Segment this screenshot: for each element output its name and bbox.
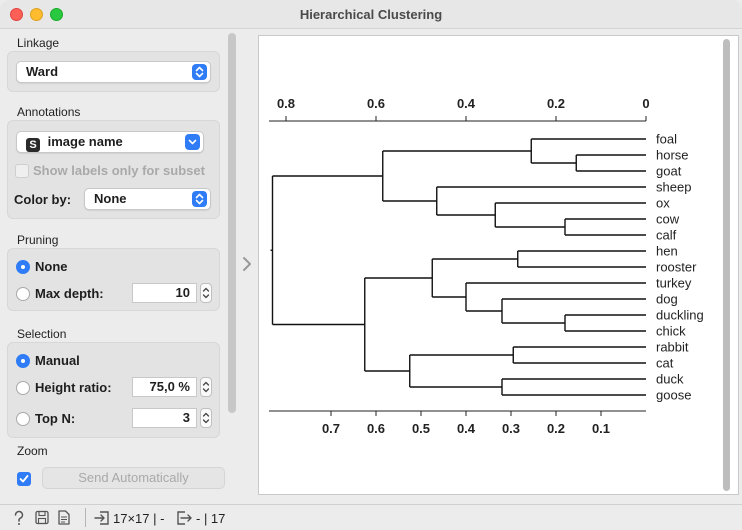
leaf-label: goose	[656, 388, 691, 403]
stepper-arrows-icon	[202, 381, 210, 393]
color-by-label: Color by:	[14, 192, 72, 207]
string-variable-icon: S	[26, 138, 40, 152]
top-axis-tick-label: 0	[642, 96, 649, 111]
dendrogram-svg: 0.8 0.6 0.4 0.2 0 0.7 0.6 0.5 0.4 0.3 0.2 0.1 foalho…	[269, 96, 704, 436]
pruning-box: None Max depth: 10	[7, 248, 220, 311]
output-icon	[176, 510, 192, 529]
leaf-label: foal	[656, 132, 677, 147]
show-subset-checkbox[interactable]	[15, 164, 29, 178]
bottom-axis-tick-label: 0.7	[322, 421, 340, 436]
top-n-spinbox[interactable]: 3	[132, 408, 197, 428]
height-ratio-stepper[interactable]	[200, 377, 212, 397]
show-subset-label: Show labels only for subset	[33, 163, 205, 178]
input-icon	[94, 510, 110, 529]
max-depth-stepper[interactable]	[200, 283, 212, 303]
bottom-axis-tick-label: 0.4	[457, 421, 476, 436]
title-bar: Hierarchical Clustering	[0, 0, 742, 29]
top-n-label: Top N:	[35, 411, 76, 426]
top-n-stepper[interactable]	[200, 408, 212, 428]
pruning-section-label: Pruning	[17, 233, 59, 247]
leaf-label: sheep	[656, 180, 691, 195]
height-ratio-label: Height ratio:	[35, 380, 112, 395]
maximize-window-button[interactable]	[50, 8, 63, 21]
leaf-label: cat	[656, 356, 674, 371]
color-by-combo-value: None	[94, 191, 127, 206]
leaf-label: horse	[656, 148, 689, 163]
top-axis-tick-label: 0.6	[367, 96, 385, 111]
stepper-arrows-icon	[202, 287, 210, 299]
top-n-radio[interactable]	[16, 412, 30, 426]
leaf-label: rooster	[656, 260, 697, 275]
linkage-section-label: Linkage	[17, 36, 60, 50]
bottom-axis-tick-label: 0.6	[367, 421, 385, 436]
annotation-combo-value: image name	[47, 134, 123, 149]
pruning-none-label: None	[35, 259, 68, 274]
selection-box: Manual Height ratio: 75,0 % Top N: 3	[7, 342, 220, 438]
leaf-label: duck	[656, 372, 684, 387]
leaf-label: chick	[656, 324, 686, 339]
status-separator	[85, 508, 86, 527]
color-by-combo[interactable]: None	[84, 188, 211, 210]
leaf-label: cow	[656, 212, 680, 227]
input-summary: 17×17 | -	[113, 511, 165, 526]
help-icon[interactable]	[12, 510, 26, 529]
control-panel: Linkage Ward Annotations S image name Sh…	[0, 30, 226, 458]
output-summary: - | 17	[196, 511, 226, 526]
bottom-axis-tick-label: 0.5	[412, 421, 430, 436]
leaf-label: dog	[656, 292, 678, 307]
max-depth-spinbox[interactable]: 10	[132, 283, 197, 303]
selection-manual-label: Manual	[35, 353, 80, 368]
top-axis-tick-label: 0.8	[277, 96, 295, 111]
height-ratio-spinbox[interactable]: 75,0 %	[132, 377, 197, 397]
control-panel-scrollbar[interactable]	[228, 33, 236, 413]
close-window-button[interactable]	[10, 8, 23, 21]
top-axis-tick-label: 0.2	[547, 96, 565, 111]
linkage-combo-value: Ward	[26, 64, 59, 79]
send-automatically-checkbox[interactable]	[17, 472, 31, 486]
chevron-down-icon	[185, 134, 200, 150]
leaf-label: hen	[656, 244, 678, 259]
up-down-arrows-icon	[192, 191, 207, 207]
checkmark-icon	[19, 475, 29, 483]
pruning-none-radio[interactable]	[16, 260, 30, 274]
collapse-chevron-icon[interactable]	[242, 256, 252, 275]
annotations-section-label: Annotations	[17, 105, 81, 119]
height-ratio-radio[interactable]	[16, 381, 30, 395]
status-bar: 17×17 | - - | 17	[0, 504, 742, 530]
linkage-box: Ward	[7, 51, 220, 92]
selection-section-label: Selection	[17, 327, 67, 341]
window-title: Hierarchical Clustering	[299, 7, 443, 22]
send-automatically-button[interactable]: Send Automatically	[42, 467, 225, 489]
dendrogram-scrollbar[interactable]	[723, 39, 730, 491]
stepper-arrows-icon	[202, 412, 210, 424]
max-depth-label: Max depth:	[35, 286, 104, 301]
up-down-arrows-icon	[192, 64, 207, 80]
annotations-box: S image name Show labels only for subset…	[7, 120, 220, 219]
selection-manual-radio[interactable]	[16, 354, 30, 368]
save-icon[interactable]	[35, 510, 49, 528]
leaf-label: calf	[656, 228, 677, 243]
annotation-combo[interactable]: S image name	[16, 131, 204, 153]
bottom-axis-tick-label: 0.3	[502, 421, 520, 436]
leaf-label: rabbit	[656, 340, 689, 355]
leaf-label: goat	[656, 164, 682, 179]
top-axis-tick-label: 0.4	[457, 96, 476, 111]
leaf-label: turkey	[656, 276, 692, 291]
bottom-axis-tick-label: 0.2	[547, 421, 565, 436]
bottom-axis-tick-label: 0.1	[592, 421, 610, 436]
max-depth-radio[interactable]	[16, 287, 30, 301]
zoom-section-label: Zoom	[17, 444, 48, 458]
minimize-window-button[interactable]	[30, 8, 43, 21]
dendrogram-view[interactable]: 0.8 0.6 0.4 0.2 0 0.7 0.6 0.5 0.4 0.3 0.2 0.1 foal ho…	[258, 35, 739, 495]
leaf-label: duckling	[656, 308, 704, 323]
leaf-label: ox	[656, 196, 670, 211]
linkage-combo[interactable]: Ward	[16, 61, 211, 83]
report-icon[interactable]	[58, 510, 70, 528]
